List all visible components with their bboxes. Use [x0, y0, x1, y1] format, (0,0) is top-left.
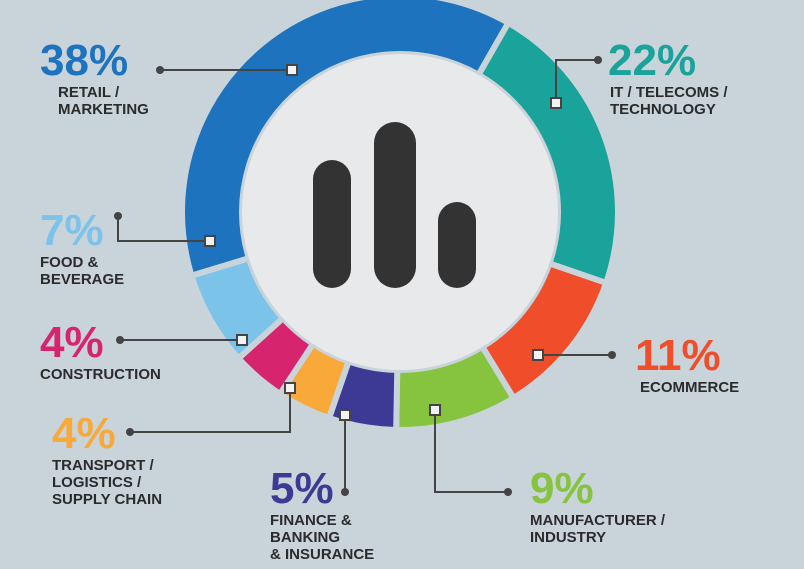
category-label: TECHNOLOGY: [610, 101, 716, 118]
connector: [117, 216, 210, 242]
value-label: 22%: [608, 36, 696, 85]
category-label: MANUFACTURER /: [530, 512, 666, 529]
donut: [179, 0, 621, 434]
category-label: FINANCE &: [270, 512, 352, 529]
icon-bar: [374, 122, 416, 288]
value-label: 4%: [40, 318, 104, 367]
category-label: FOOD &: [40, 254, 98, 271]
category-label: INDUSTRY: [530, 529, 606, 546]
category-label: RETAIL /: [58, 84, 120, 101]
category-label: TRANSPORT /: [52, 457, 155, 474]
connector: [130, 388, 291, 433]
center-icon: [313, 122, 476, 288]
connector-end: [429, 404, 441, 416]
category-label: SUPPLY CHAIN: [52, 491, 162, 508]
connector-dot: [594, 56, 602, 64]
category-label: BANKING: [270, 529, 340, 546]
connector-end: [204, 235, 216, 247]
category-label: & INSURANCE: [270, 546, 374, 563]
category-label: CONSTRUCTION: [40, 366, 161, 383]
value-label: 5%: [270, 464, 334, 513]
category-label: LOGISTICS /: [52, 474, 142, 491]
category-label: MARKETING: [58, 101, 149, 118]
connector-dot: [341, 488, 349, 496]
connector-dot: [116, 336, 124, 344]
value-label: 11%: [635, 331, 721, 380]
connector-dot: [156, 66, 164, 74]
connector-end: [532, 349, 544, 361]
value-label: 9%: [530, 464, 594, 513]
value-label: 38%: [40, 36, 128, 85]
connector: [434, 410, 508, 493]
value-label: 7%: [40, 206, 104, 255]
connector-end: [236, 334, 248, 346]
connector-end: [339, 409, 351, 421]
labels: 38%RETAIL /MARKETING 22%IT / TELECOMS /TE…: [40, 36, 739, 563]
icon-bar: [438, 202, 476, 288]
connector-dot: [608, 351, 616, 359]
connector-dot: [504, 488, 512, 496]
category-label: ECOMMERCE: [640, 379, 739, 396]
connector-end: [284, 382, 296, 394]
connector: [555, 59, 598, 103]
connector-end: [550, 97, 562, 109]
category-label: BEVERAGE: [40, 271, 124, 288]
connector-end: [286, 64, 298, 76]
category-label: IT / TELECOMS /: [610, 84, 728, 101]
connector-dot: [126, 428, 134, 436]
value-label: 4%: [52, 409, 116, 458]
connector-dot: [114, 212, 122, 220]
icon-bar: [313, 160, 351, 288]
